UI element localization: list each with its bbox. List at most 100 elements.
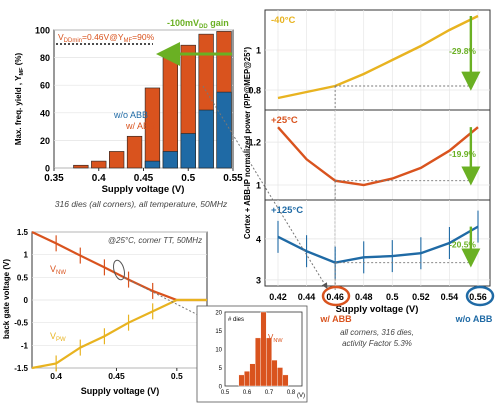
back-gate-y-tick: 0.5 [17, 273, 29, 282]
vddmin-with-abb-circle [321, 285, 351, 307]
histogram-x-tick-labels: 0.5 0.6 0.7 0.8 [221, 390, 296, 396]
power-temperature-label: -40°C [271, 15, 296, 26]
vnw-line [31, 231, 207, 302]
histogram-series-label: VNW [268, 333, 283, 344]
yield-x-tick: 0.55 [223, 173, 243, 184]
with-abb-marker-label: w/ ABB [319, 314, 352, 324]
histogram-y-tick: 15 [215, 329, 222, 335]
yield-caption: 316 dies (all corners), all temperature,… [55, 199, 228, 209]
power-temperature-label: +25°C [271, 115, 298, 126]
yield-bar-without-abb [216, 91, 232, 169]
back-gate-y-tick: 1 [24, 251, 29, 260]
histogram-bar [249, 363, 256, 387]
power-subplot-frame [264, 199, 491, 287]
yield-y-tick: 20 [40, 136, 50, 146]
back-gate-y-tick-labels: 1.5 1 0.5 0 -0.5 -1 -1.5 [14, 228, 28, 373]
back-gate-y-tick: 1.5 [17, 228, 29, 237]
yield-y-tick: 0 [45, 164, 50, 174]
histogram-bar [238, 374, 245, 387]
yield-y-tick: 80 [40, 53, 50, 63]
histogram-bar [255, 337, 261, 387]
back-gate-x-tick: 0.5 [171, 371, 183, 381]
yield-x-tick: 0.35 [44, 173, 64, 184]
power-x-tick: 0.42 [269, 292, 287, 302]
power-y-tick: 3 [256, 275, 261, 285]
yield-y-axis-label: Max. freq. yield , YMF (%) [14, 53, 25, 146]
power-y-tick: 1 [256, 181, 261, 191]
vdd-gain-label: -100mVDD gain [167, 18, 229, 30]
histogram-x-tick: 0.7 [265, 390, 274, 396]
back-gate-y-axis-label: back gate voltage (V) [2, 259, 11, 339]
power-chart: 0.8 1 -29.8% -40°C 1 1.2 -19.9% +25°C 3 4 -20.5% +1… [202, 9, 495, 348]
yield-y-tick: 40 [40, 108, 50, 118]
histogram-y-tick: 5 [219, 366, 223, 372]
back-gate-y-tick: -1 [21, 341, 29, 350]
histogram-bar [266, 337, 272, 387]
vnw-highlight-ellipse [113, 259, 125, 281]
histogram-bar [260, 311, 267, 387]
yield-bar-without-abb [162, 151, 178, 169]
power-subplots: 0.8 1 -29.8% -40°C 1 1.2 -19.9% +25°C 3 4 -20.5% +1… [248, 9, 491, 290]
power-y-tick: 1 [256, 46, 261, 56]
back-gate-y-tick: 0 [24, 296, 29, 305]
histogram-bar [282, 374, 289, 387]
yield-bar-with-abb [73, 164, 89, 169]
power-subplot: 3 4 -20.5% +125°C [256, 199, 491, 290]
histogram-x-tick: 0.6 [243, 390, 252, 396]
yield-bar-with-abb [109, 151, 125, 169]
vddmin-annotation: VDDmin=0.46V@YMF=90% [58, 32, 155, 44]
power-y-tick: 1.2 [248, 138, 261, 148]
back-gate-x-tick: 0.45 [108, 371, 125, 381]
yield-bar-without-abb [144, 160, 161, 169]
histogram-bar [244, 371, 250, 387]
power-caption-line-2: activity Factor 5.3% [342, 339, 412, 348]
power-x-tick: 0.52 [412, 292, 430, 302]
vpw-line [31, 298, 207, 370]
yield-y-tick: 100 [35, 26, 50, 36]
yield-x-tick: 0.4 [92, 173, 106, 184]
yield-x-tick: 0.45 [134, 173, 154, 184]
histogram-box [196, 305, 308, 403]
yield-bars [73, 31, 232, 169]
power-x-axis-label: Supply voltage (V) [336, 304, 419, 315]
power-y-axis-label: Cortex + ABB-IP normalized power (P/P@ME… [243, 46, 252, 239]
power-reduction-label: -29.8% [449, 46, 476, 56]
histogram-bar [277, 367, 283, 387]
back-gate-x-axis-label: Supply voltage (V) [81, 386, 160, 396]
power-line [277, 126, 479, 187]
power-x-tick-labels: 0.42 0.44 0.46 0.48 0.5 0.52 0.54 0.56 [269, 292, 487, 302]
power-caption-line-1: all corners, 316 dies, [340, 328, 414, 337]
power-reduction-label: -20.5% [449, 240, 476, 250]
back-gate-caption: @25°C, corner TT, 50MHz [108, 236, 202, 245]
histogram-y-tick-labels: 0 5 10 15 20 [215, 311, 222, 391]
power-x-tick: 0.44 [298, 292, 316, 302]
back-gate-chart: 1.5 1 0.5 0 -0.5 -1 -1.5 0.4 0.45 0.5 VNW VPW @2… [2, 228, 209, 396]
legend-without-abb: w/o ABB [113, 110, 148, 120]
histogram-y-tick: 20 [215, 311, 222, 317]
histogram-bar [271, 359, 278, 387]
power-temperature-label: +125°C [271, 205, 303, 216]
yield-bar-with-abb [91, 160, 107, 169]
histogram-pointer-dotted [124, 277, 209, 321]
back-gate-series [31, 231, 207, 372]
histogram-y-tick: 0 [219, 385, 223, 391]
yield-bar-without-abb [198, 109, 214, 169]
yield-y-tick-labels: 0 20 40 60 80 100 [35, 26, 50, 174]
yield-x-tick: 0.5 [181, 173, 195, 184]
power-x-tick: 0.5 [386, 292, 399, 302]
histogram-x-unit: (V) [297, 393, 305, 399]
yield-bar-without-abb [180, 133, 196, 169]
histogram-x-tick: 0.8 [287, 390, 296, 396]
power-reduction-label: -19.9% [449, 149, 476, 159]
yield-x-axis-label: Supply voltage (V) [102, 184, 185, 195]
power-x-tick: 0.56 [469, 292, 487, 302]
back-gate-y-tick: -0.5 [14, 319, 28, 328]
vddmin-without-abb-circle [465, 285, 495, 307]
back-gate-x-tick: 0.4 [50, 371, 62, 381]
back-gate-gridlines [32, 231, 207, 371]
back-gate-x-tick-labels: 0.4 0.45 0.5 [50, 371, 183, 381]
vdd-link-dotted [202, 85, 328, 289]
histogram-inset: 0 5 10 15 20 0.5 0.6 0.7 0.8 # dies VNW (V) [196, 305, 308, 403]
histogram-bars [238, 311, 289, 387]
